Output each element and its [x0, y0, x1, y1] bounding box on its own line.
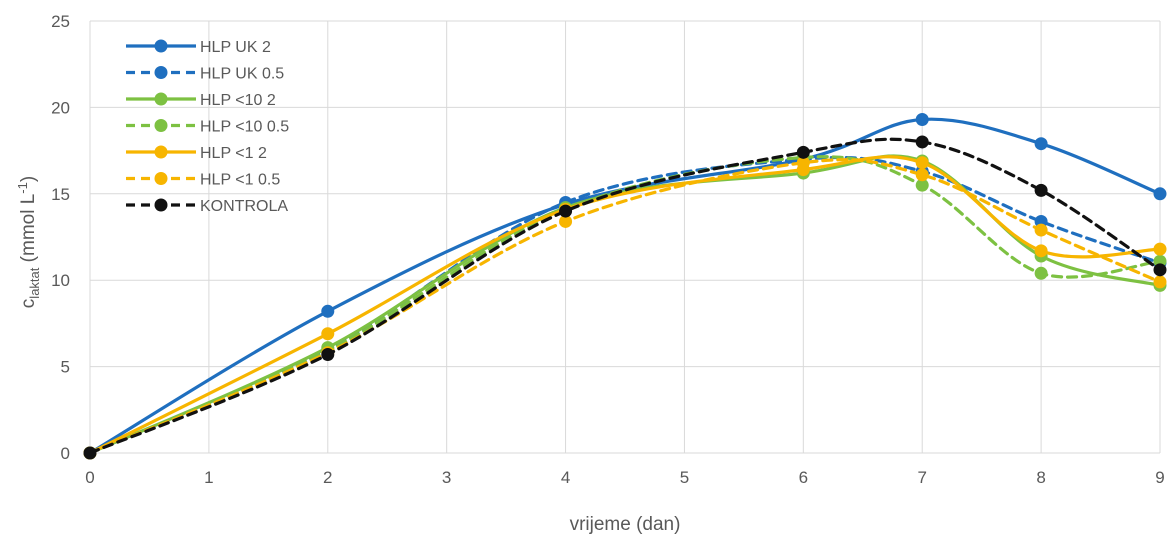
legend-label: HLP <1 0.5 — [200, 172, 280, 189]
x-tick-label: 0 — [85, 468, 94, 487]
x-tick-label: 1 — [204, 468, 213, 487]
legend-item-hlp-1-2: HLP <1 2 — [126, 145, 267, 162]
y-axis-title-base: c — [18, 299, 39, 309]
x-tick-label: 2 — [323, 468, 332, 487]
x-tick-label: 5 — [680, 468, 689, 487]
x-tick-label: 9 — [1155, 468, 1164, 487]
data-point — [559, 204, 573, 218]
legend-swatch-marker — [154, 198, 168, 212]
x-tick-labels: 0 1 2 3 4 5 6 7 8 9 — [85, 468, 1164, 487]
legend-swatch-marker — [154, 66, 168, 79]
series-hlp-uk-2 — [83, 112, 1167, 460]
y-axis-title: claktat (mmol L-1) — [15, 176, 42, 308]
data-point — [321, 327, 335, 341]
y-tick-label: 20 — [51, 98, 70, 117]
data-point — [915, 168, 929, 182]
x-tick-label: 8 — [1036, 468, 1045, 487]
series-line-hlp-uk-2 — [88, 117, 1162, 455]
legend-label: HLP <1 2 — [200, 145, 267, 162]
data-point — [915, 178, 929, 192]
y-tick-label: 5 — [61, 358, 70, 377]
legend: HLP UK 2 HLP UK 0.5 HLP <10 2 HLP <10 0.5 HL… — [126, 39, 289, 215]
series-kontrola — [83, 135, 1167, 460]
data-point — [1153, 275, 1167, 289]
legend-label: HLP <10 2 — [200, 92, 276, 109]
legend-item-hlp-uk-2: HLP UK 2 — [126, 39, 271, 56]
legend-label: KONTROLA — [200, 198, 288, 215]
y-tick-label: 0 — [61, 444, 70, 463]
y-axis-title-subscript: laktat — [27, 267, 42, 298]
legend-item-hlp-10-2: HLP <10 2 — [126, 92, 276, 109]
x-tick-label: 7 — [917, 468, 926, 487]
data-point — [1034, 183, 1048, 197]
legend-swatch-marker — [154, 145, 168, 159]
data-point — [1034, 137, 1048, 151]
legend-label: HLP <10 0.5 — [200, 119, 289, 136]
legend-label: HLP UK 0.5 — [200, 66, 284, 83]
series-line-kontrola — [88, 137, 1162, 455]
data-point — [915, 112, 929, 126]
legend-item-hlp-10-0-5: HLP <10 0.5 — [126, 119, 289, 136]
legend-item-hlp-uk-0-5: HLP UK 0.5 — [126, 66, 284, 83]
data-point — [321, 304, 335, 318]
data-point — [1034, 244, 1048, 258]
y-axis-title-unit-close: ) — [18, 176, 39, 182]
data-point — [1153, 187, 1167, 201]
legend-item-kontrola: KONTROLA — [126, 198, 288, 215]
data-point — [915, 156, 929, 170]
x-tick-label: 3 — [442, 468, 451, 487]
grid — [89, 20, 1161, 454]
series-line-hlp-1-0-5 — [88, 158, 1162, 455]
y-tick-label: 25 — [51, 12, 70, 31]
legend-swatch-marker — [154, 92, 168, 106]
data-point — [83, 446, 97, 460]
y-tick-label: 10 — [51, 271, 70, 290]
series-layer — [83, 112, 1167, 460]
y-axis-title-unit: (mmol L — [18, 194, 39, 268]
legend-swatch-marker — [154, 39, 168, 53]
x-tick-label: 6 — [799, 468, 808, 487]
data-point — [1153, 242, 1167, 256]
series-line-hlp-1-2 — [88, 155, 1162, 455]
data-point — [796, 156, 810, 170]
data-point — [796, 145, 810, 159]
x-tick-label: 4 — [561, 468, 570, 487]
data-point — [1034, 266, 1048, 280]
y-tick-label: 15 — [51, 185, 70, 204]
x-axis-title: vrijeme (dan) — [570, 514, 681, 535]
y-axis-title-unit-sup: -1 — [15, 182, 30, 194]
data-point — [915, 135, 929, 149]
data-point — [559, 214, 573, 228]
legend-item-hlp-1-0-5: HLP <1 0.5 — [126, 172, 280, 189]
legend-label: HLP UK 2 — [200, 39, 271, 56]
legend-swatch-marker — [154, 119, 168, 132]
data-point — [1153, 263, 1167, 277]
y-tick-labels: 0 5 10 15 20 25 — [51, 12, 70, 463]
legend-swatch-marker — [154, 172, 168, 185]
data-point — [1034, 223, 1048, 237]
data-point — [321, 348, 335, 362]
